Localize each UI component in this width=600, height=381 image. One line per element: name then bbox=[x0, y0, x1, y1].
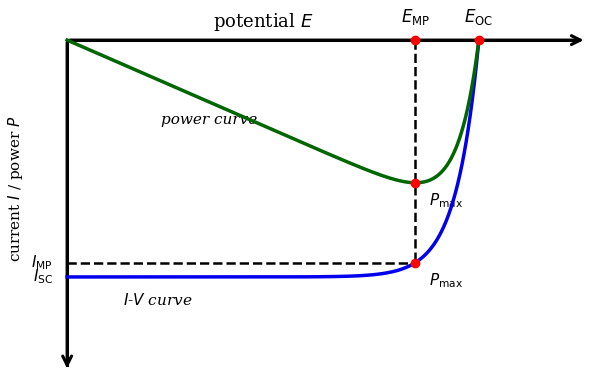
Text: $I_\mathrm{MP}$: $I_\mathrm{MP}$ bbox=[31, 253, 53, 272]
Text: power curve: power curve bbox=[161, 113, 257, 127]
Text: $P_\mathrm{max}$: $P_\mathrm{max}$ bbox=[430, 271, 463, 290]
Text: current $I$ / power $P$: current $I$ / power $P$ bbox=[6, 115, 25, 262]
Text: $P_\mathrm{max}$: $P_\mathrm{max}$ bbox=[430, 191, 463, 210]
Text: $I_\mathrm{SC}$: $I_\mathrm{SC}$ bbox=[33, 267, 53, 286]
Text: $E_\mathrm{OC}$: $E_\mathrm{OC}$ bbox=[464, 7, 493, 27]
Text: $I$-$V$ curve: $I$-$V$ curve bbox=[123, 292, 193, 308]
Text: potential $E$: potential $E$ bbox=[214, 11, 314, 32]
Text: $E_\mathrm{MP}$: $E_\mathrm{MP}$ bbox=[401, 7, 430, 27]
